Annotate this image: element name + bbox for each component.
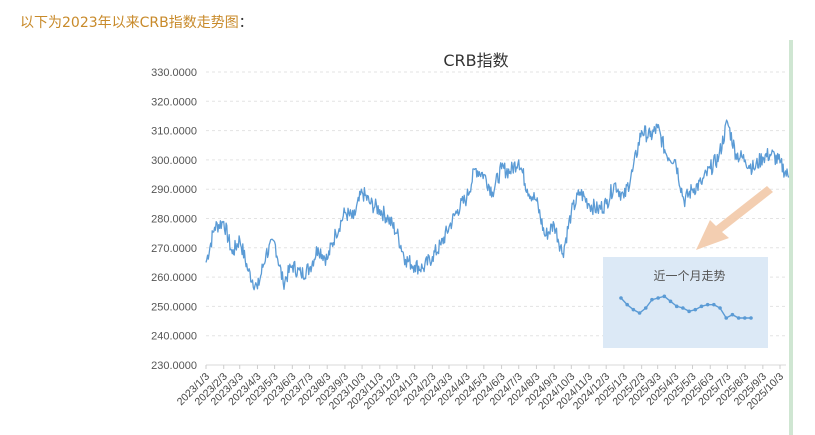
inset-point [631,307,636,312]
inset-point [687,309,691,314]
y-tick-label: 320.0000 [151,96,197,108]
inset-title: 近一个月走势 [653,269,725,283]
right-divider [789,40,793,435]
inset-point [637,311,642,315]
callout-arrow-layer [696,186,773,250]
inset-background [603,257,768,348]
series-layer [205,119,790,291]
y-tick-label: 280.0000 [151,214,197,226]
inset-point [662,294,667,299]
inset-point [743,316,747,320]
inset-point [674,304,679,309]
y-tick-label: 300.0000 [151,155,197,167]
chart-title: CRB指数 [443,51,508,70]
y-tick-label: 250.0000 [151,301,197,313]
inset-point [749,316,753,320]
inset-point [724,316,729,320]
intro-label: 以下为2023年以来CRB指数走势图 [20,15,239,31]
inset-point [650,297,654,302]
y-tick-label: 310.0000 [151,126,197,138]
y-tick-label: 330.0000 [151,67,197,79]
inset-point [656,296,660,300]
y-tick-label: 290.0000 [151,184,197,196]
inset-point [736,316,741,320]
y-tick-label: 240.0000 [151,331,197,343]
intro-colon: ： [238,15,253,31]
inset-point [730,312,735,317]
inset-point [693,307,698,312]
y-axis: 330.0000 320.0000 310.0000 300.0000 290.0000… [151,67,197,372]
inset-point [681,306,685,310]
callout-arrow [696,186,773,250]
inset-point [625,302,629,307]
inset-point [712,302,716,307]
x-axis: 2023/1/32023/2/32023/3/32023/4/32023/5/3… [175,365,786,412]
inset-series-line [620,295,751,319]
inset-point [643,306,648,310]
inset-point [718,306,722,310]
inset-point [699,304,704,309]
crb-series-line [205,119,790,291]
inset-point [705,302,710,307]
inset-panel: 近一个月走势 [603,257,768,348]
intro-text: 以下为2023年以来CRB指数走势图： [20,12,253,32]
y-tick-label: 270.0000 [151,243,197,255]
y-tick-label: 230.0000 [151,360,197,372]
inset-point [619,296,623,300]
y-tick-label: 260.0000 [151,272,197,284]
inset-point [668,299,673,304]
